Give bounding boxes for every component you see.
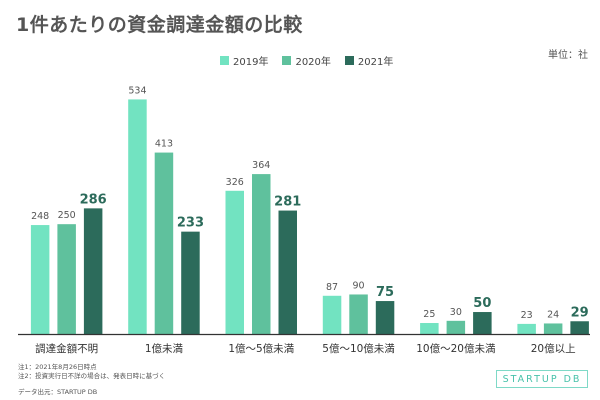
- data-label: 25: [423, 309, 435, 320]
- data-label: 248: [31, 211, 49, 222]
- bar: [446, 320, 466, 334]
- data-label: 233: [177, 216, 204, 231]
- data-label: 75: [376, 285, 394, 300]
- data-label: 50: [473, 296, 491, 311]
- x-tick-label: 10億〜20億未満: [416, 342, 496, 355]
- bar: [517, 323, 536, 334]
- data-label: 30: [450, 307, 462, 318]
- data-label: 23: [521, 310, 533, 321]
- bar: [225, 190, 244, 334]
- bar: [375, 301, 395, 334]
- footnote-1: 注1：2021年8月26日時点: [18, 363, 97, 371]
- legend: 2019年 2020年 2021年: [220, 53, 393, 68]
- data-label: 364: [252, 160, 270, 171]
- bar: [57, 224, 76, 334]
- footnote-2: 注2：投資実行日不詳の場合は、発表日時に基づく: [18, 372, 166, 380]
- bar: [128, 99, 147, 335]
- chart-title: 1件あたりの資金調達金額の比較: [16, 14, 303, 36]
- data-label: 326: [226, 177, 244, 188]
- legend-item-2019: 2019年: [220, 53, 268, 68]
- legend-item-2020: 2020年: [282, 53, 331, 68]
- x-tick-label: 調達金額不明: [35, 342, 98, 355]
- x-tick-label: 5億〜10億未満: [322, 342, 395, 355]
- bar: [473, 312, 492, 334]
- source-note: データ出元：STARTUP DB: [18, 388, 98, 396]
- data-label: 286: [80, 192, 107, 207]
- x-tick-label: 20億以上: [531, 342, 576, 355]
- bar: [30, 225, 50, 334]
- legend-label-2021: 2021年: [357, 57, 394, 68]
- data-label: 29: [571, 305, 589, 320]
- data-label: 24: [547, 309, 559, 320]
- data-label: 413: [155, 139, 173, 150]
- x-tick-label: 1億〜5億未満: [228, 342, 294, 355]
- data-label: 90: [353, 280, 365, 291]
- bar: [278, 210, 297, 334]
- legend-swatch-2021: [344, 56, 354, 65]
- bar: [181, 231, 200, 334]
- legend-label-2020: 2020年: [295, 57, 331, 68]
- bar: [420, 323, 439, 334]
- footnotes: 注1：2021年8月26日時点 注2：投資実行日不詳の場合は、発表日時に基づく: [18, 363, 165, 381]
- unit-label: 単位：社: [548, 50, 588, 61]
- legend-swatch-2019: [220, 56, 229, 65]
- legend-item-2021: 2021年: [344, 53, 394, 68]
- legend-label-2019: 2019年: [233, 57, 269, 68]
- bar: [154, 152, 174, 334]
- data-label: 87: [326, 282, 338, 293]
- legend-swatch-2020: [282, 56, 292, 65]
- bar: [543, 323, 563, 334]
- data-label: 250: [58, 210, 76, 221]
- data-label: 281: [274, 195, 301, 210]
- data-label: 534: [128, 85, 146, 96]
- bar: [322, 295, 342, 334]
- brand-logo: STARTUP DB: [496, 370, 588, 388]
- bar: [570, 321, 589, 334]
- bar: [83, 208, 103, 334]
- bar: [349, 294, 368, 334]
- bar: [252, 174, 271, 334]
- x-tick-label: 1億未満: [145, 342, 184, 355]
